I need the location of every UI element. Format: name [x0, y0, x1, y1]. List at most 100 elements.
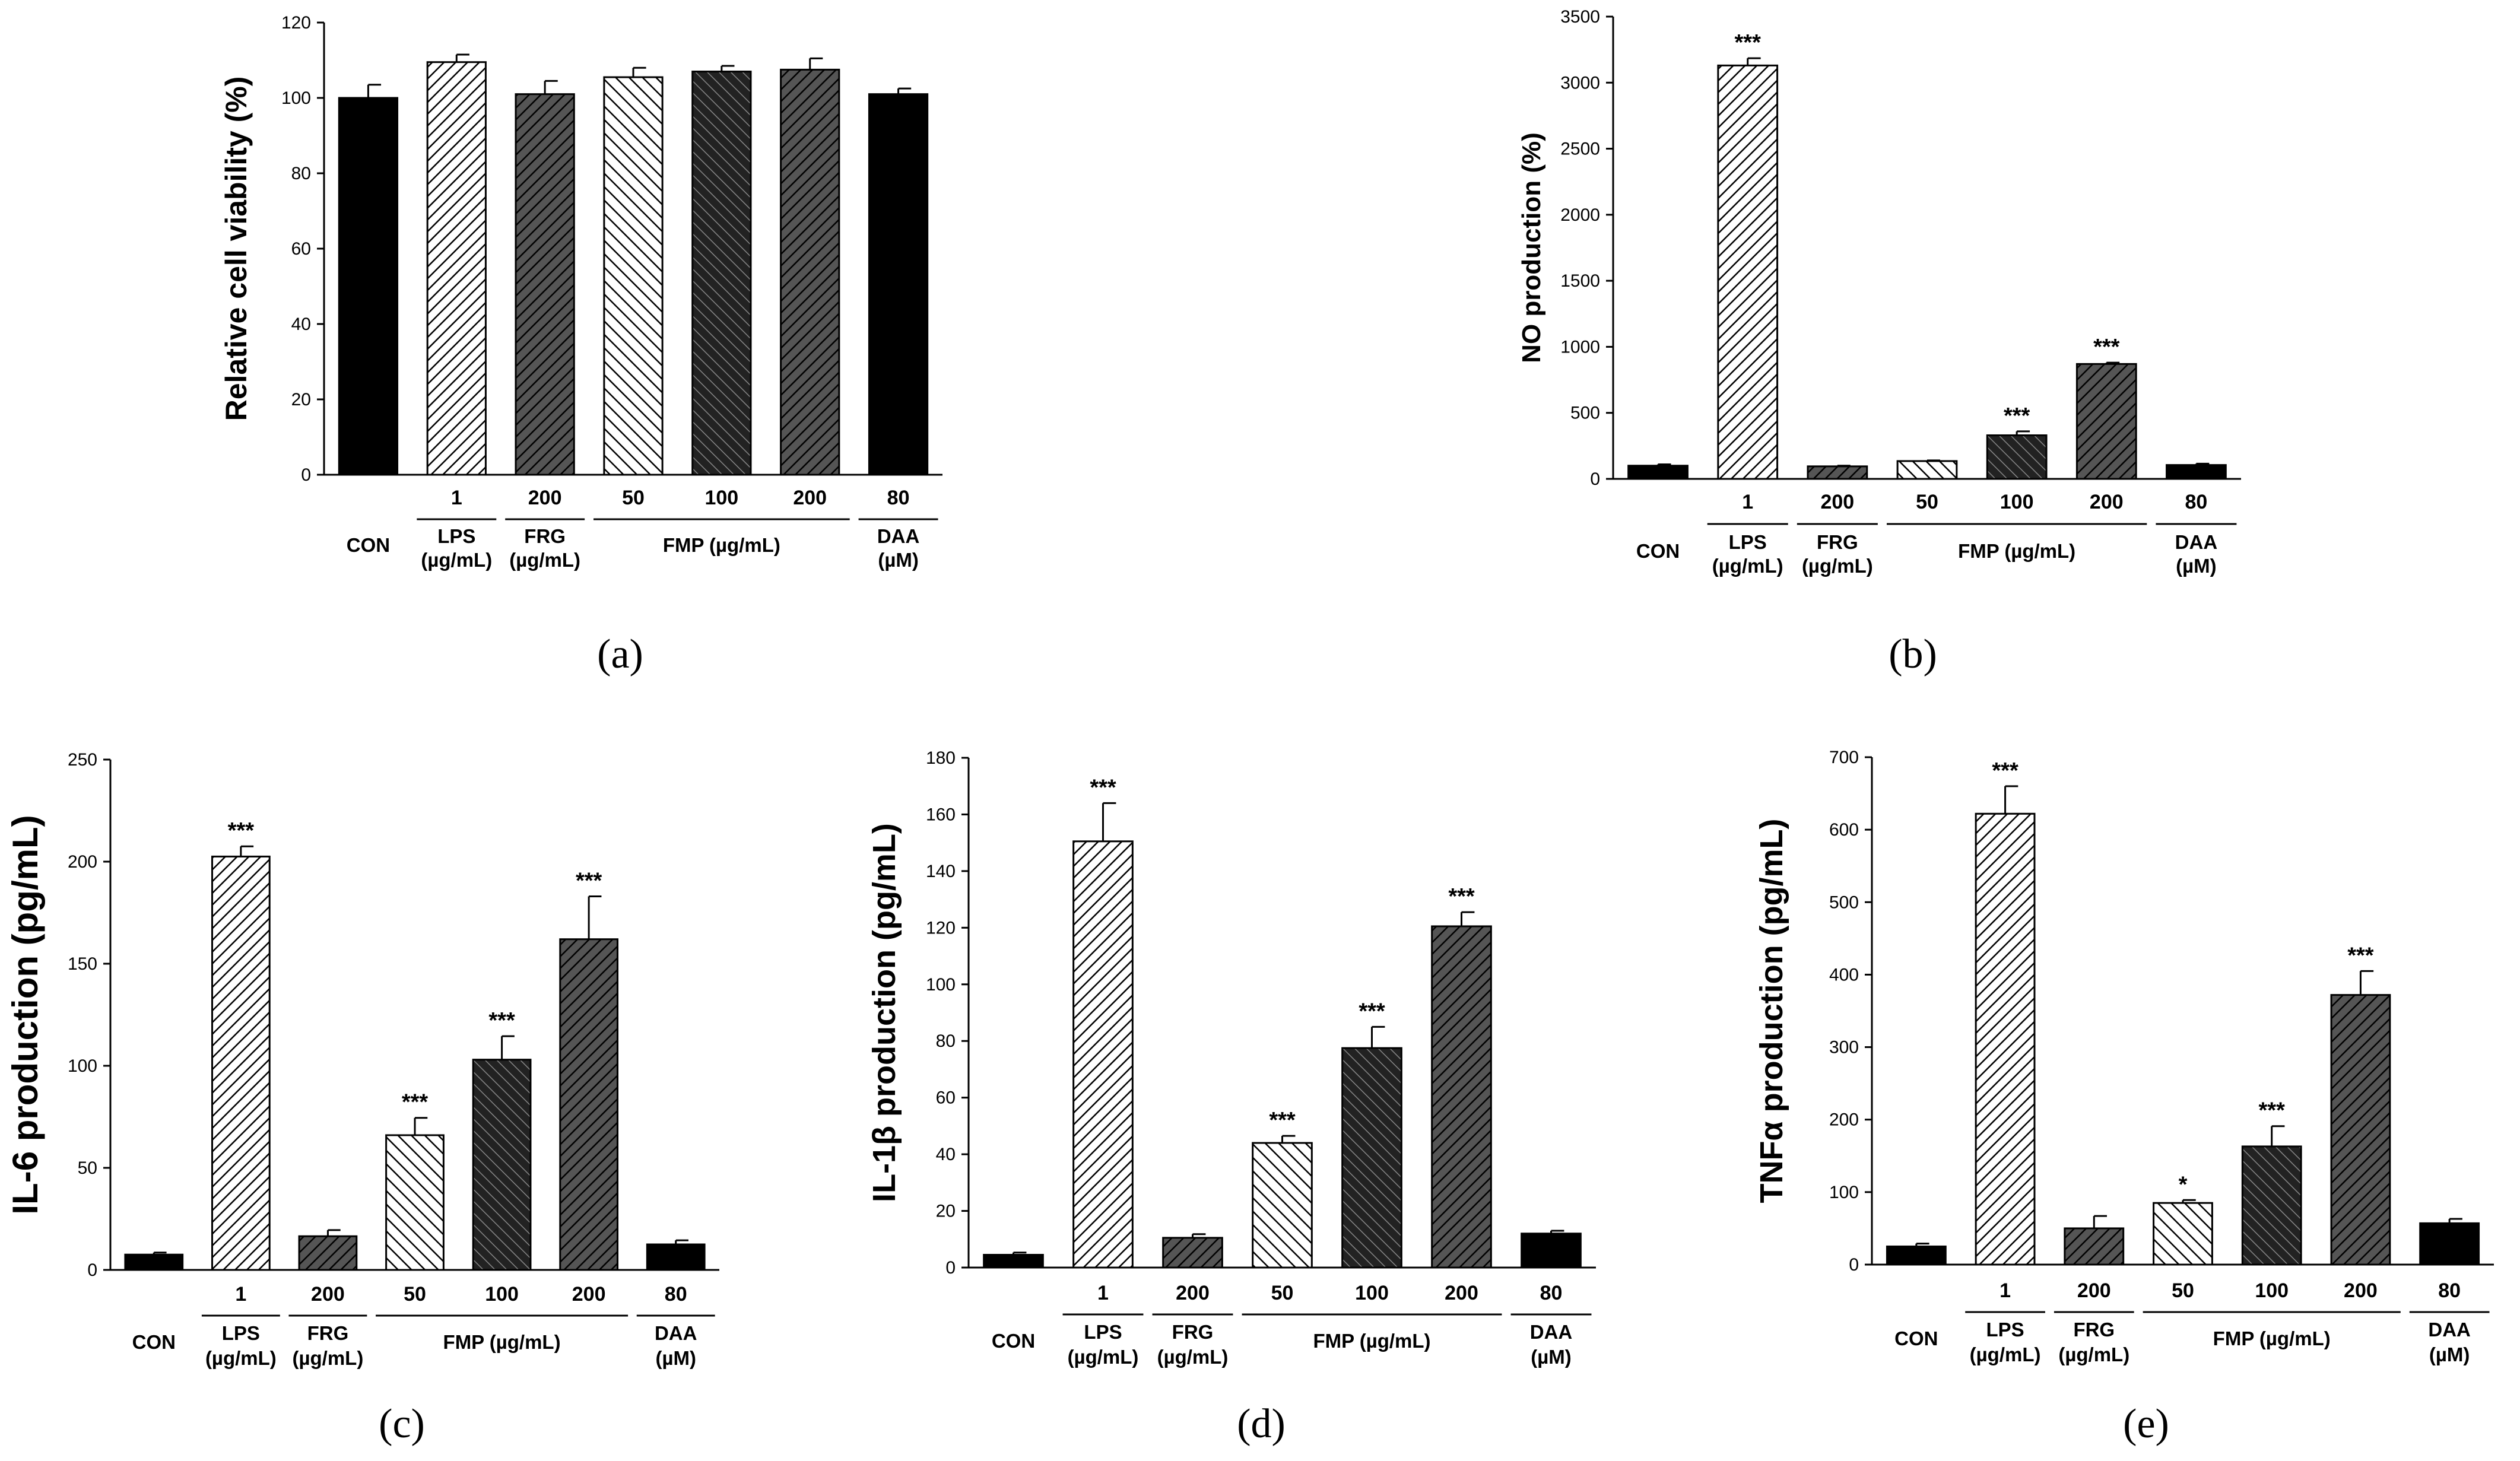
- y-axis-title: IL-6 production (pg/mL): [5, 815, 45, 1214]
- y-tick-label: 700: [1829, 748, 1859, 767]
- y-tick-label: 80: [291, 164, 311, 183]
- bar-3: [2064, 1227, 2125, 1266]
- group-label-frg-unit: (µg/mL): [509, 549, 580, 571]
- significance-marker: ***: [576, 868, 602, 893]
- y-tick-label: 100: [1829, 1183, 1859, 1202]
- y-tick-label: 50: [78, 1158, 97, 1178]
- concentration-label: 200: [2090, 491, 2124, 513]
- concentration-label: 50: [404, 1283, 426, 1306]
- bar-2: [211, 855, 271, 1271]
- group-label-daa-unit: (µM): [878, 549, 918, 571]
- panel-a-chart: 0 20 40 60 80 100 120 Relative cell viability (…: [220, 13, 942, 571]
- bar-3: [1807, 465, 1868, 480]
- concentration-label: 100: [2255, 1279, 2289, 1302]
- bar-4: [2153, 1202, 2213, 1266]
- concentration-label: 1: [1097, 1282, 1109, 1304]
- group-label-frg-unit: (µg/mL): [1802, 555, 1873, 577]
- y-tick-label: 0: [301, 465, 311, 485]
- concentration-label: 80: [887, 487, 910, 509]
- group-label-daa-unit: (µM): [1531, 1346, 1571, 1368]
- y-axis-title: NO production (%): [1517, 132, 1546, 363]
- group-label-lps: LPS: [437, 525, 475, 547]
- y-tick-label: 400: [1829, 965, 1859, 984]
- y-tick-label: 0: [1849, 1255, 1859, 1275]
- group-label-daa: DAA: [655, 1322, 697, 1344]
- y-tick-label: 100: [281, 88, 311, 108]
- bar-5: [691, 71, 752, 476]
- concentration-label: 80: [665, 1283, 687, 1306]
- y-tick-label: 160: [926, 805, 956, 824]
- bar-2: [426, 61, 487, 476]
- bar-6: [559, 938, 619, 1271]
- bar-2: [1975, 812, 2036, 1266]
- group-label-daa-unit: (µM): [2176, 555, 2216, 577]
- significance-marker: ***: [2347, 943, 2374, 968]
- group-label-daa: DAA: [2175, 531, 2218, 553]
- group-label-con: CON: [347, 534, 390, 556]
- concentration-label: 200: [1820, 491, 1854, 513]
- concentration-label: 100: [485, 1283, 519, 1306]
- group-label-lps-unit: (µg/mL): [205, 1347, 277, 1369]
- panel-label-e: (e): [2123, 1401, 2169, 1447]
- panel-label-d: (d): [1237, 1401, 1286, 1447]
- bar-3: [298, 1235, 358, 1271]
- concentration-label: 200: [793, 487, 827, 509]
- concentration-label: 200: [528, 487, 562, 509]
- significance-marker: *: [2179, 1172, 2188, 1197]
- group-label-frg-unit: (µg/mL): [293, 1347, 364, 1369]
- bar-7: [2166, 464, 2227, 480]
- y-axis-title: IL-1β production (pg/mL): [867, 823, 902, 1202]
- group-label-frg: FRG: [2073, 1319, 2115, 1341]
- significance-marker: ***: [1735, 30, 1762, 55]
- significance-marker: ***: [1269, 1108, 1296, 1133]
- group-label-frg: FRG: [1172, 1321, 1214, 1343]
- y-tick-label: 20: [291, 390, 311, 409]
- significance-marker: ***: [2004, 404, 2030, 428]
- y-tick-label: 120: [926, 918, 956, 938]
- y-tick-label: 0: [945, 1258, 956, 1278]
- panel-label-c: (c): [379, 1401, 425, 1447]
- group-label-frg: FRG: [524, 525, 566, 547]
- bar-1: [124, 1253, 184, 1271]
- group-label-fmp: FMP (µg/mL): [443, 1331, 561, 1353]
- concentration-label: 100: [704, 487, 738, 509]
- significance-marker: ***: [488, 1008, 515, 1033]
- group-label-fmp: FMP (µg/mL): [1313, 1330, 1430, 1352]
- y-tick-label: 100: [926, 975, 956, 995]
- bar-1: [983, 1254, 1044, 1269]
- group-label-lps-unit: (µg/mL): [1970, 1344, 2041, 1365]
- bar-3: [1162, 1237, 1223, 1269]
- bar-1: [1886, 1245, 1947, 1266]
- concentration-label: 1: [451, 487, 462, 509]
- concentration-label: 50: [1271, 1282, 1294, 1304]
- bar-7: [646, 1243, 706, 1271]
- concentration-label: 200: [1445, 1282, 1478, 1304]
- concentration-label: 80: [2185, 491, 2208, 513]
- concentration-label: 1: [2000, 1279, 2011, 1302]
- y-tick-label: 20: [936, 1202, 956, 1221]
- y-tick-label: 140: [926, 862, 956, 881]
- y-tick-label: 250: [68, 750, 97, 770]
- bar-4: [603, 76, 664, 476]
- bar-1: [338, 97, 399, 476]
- bar-7: [868, 93, 929, 476]
- y-tick-label: 40: [936, 1145, 956, 1164]
- group-label-con: CON: [132, 1331, 176, 1353]
- group-label-daa: DAA: [2428, 1319, 2471, 1341]
- significance-marker: ***: [228, 818, 255, 843]
- bar-6: [1431, 925, 1492, 1269]
- y-tick-label: 100: [68, 1056, 97, 1076]
- group-label-lps: LPS: [1986, 1319, 2024, 1341]
- group-label-con: CON: [1894, 1327, 1938, 1349]
- group-label-frg: FRG: [1817, 531, 1858, 553]
- group-label-con: CON: [1636, 540, 1680, 562]
- panel-label-a: (a): [597, 631, 643, 677]
- group-label-fmp: FMP (µg/mL): [2213, 1327, 2331, 1349]
- panel-e-chart: 0 100 200 300 400 500 600 700 TNFα production (p…: [1754, 748, 2494, 1365]
- y-axis-title: TNFα production (pg/mL): [1754, 818, 1789, 1203]
- y-tick-label: 600: [1829, 820, 1859, 840]
- concentration-label: 200: [311, 1283, 345, 1306]
- bar-6: [2330, 994, 2391, 1266]
- bar-1: [1627, 465, 1689, 480]
